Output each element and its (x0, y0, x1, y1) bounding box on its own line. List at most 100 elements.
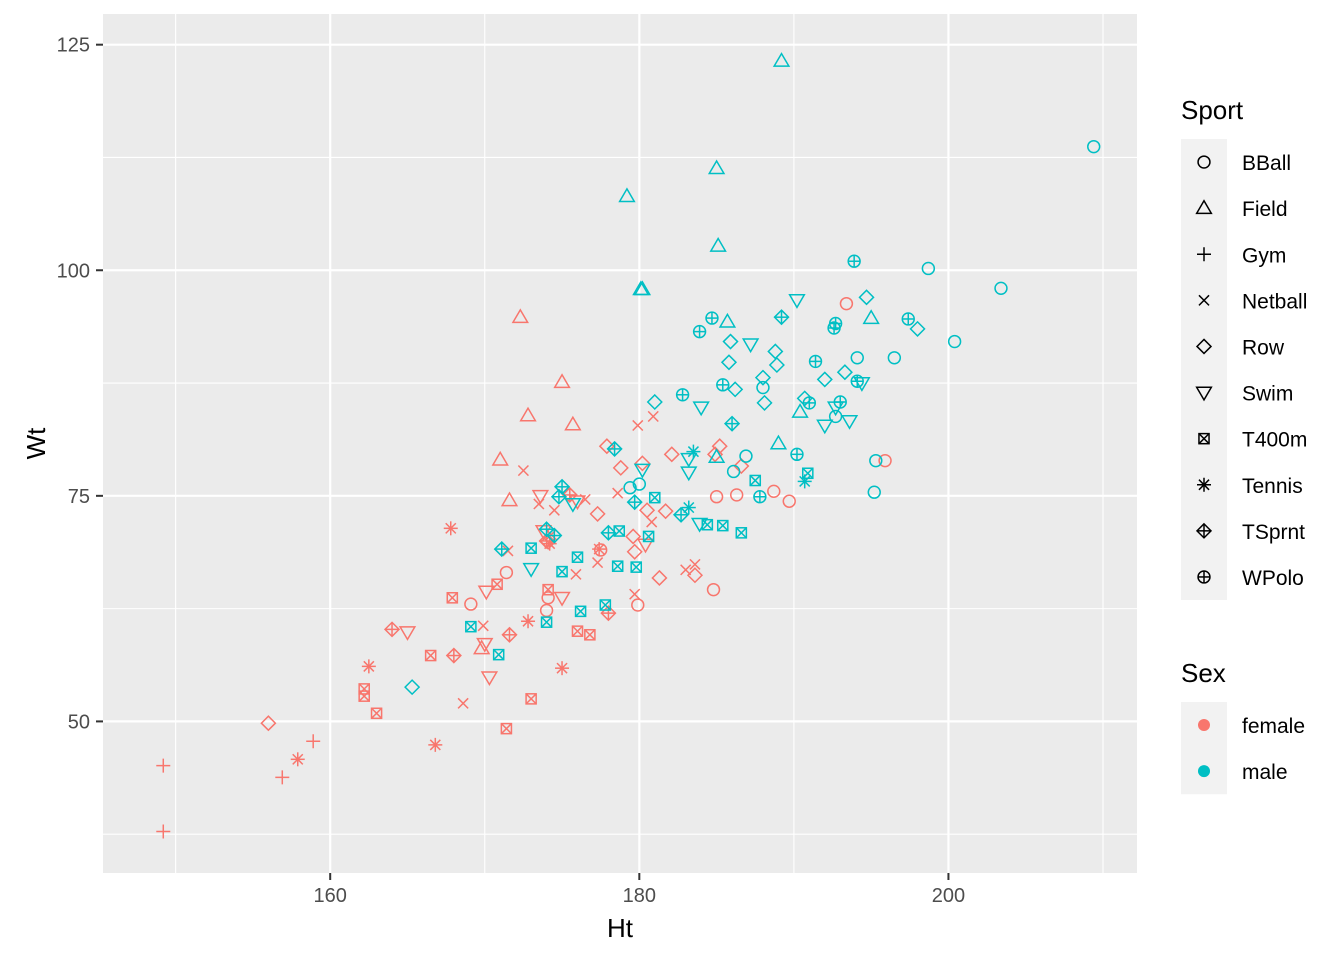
data-point-row-female (626, 543, 643, 560)
data-point-tennis-male (686, 444, 701, 459)
data-point-wpolo-male (753, 490, 767, 504)
data-point-t400m-male (599, 599, 612, 611)
data-point-bball-male (756, 380, 770, 395)
sport-legend-key-gym (1197, 247, 1211, 262)
data-point-field-female (473, 639, 491, 655)
data-point-swim-male (680, 452, 698, 468)
sport-legend-key-row (1195, 338, 1213, 355)
data-point-tennis-female (428, 737, 443, 752)
sport-legend-label: T400m (1242, 429, 1307, 452)
data-points (156, 52, 1101, 839)
data-point-tennis-female (290, 752, 305, 767)
y-tick-label: 50 (68, 711, 90, 733)
data-point-field-male (862, 309, 880, 325)
data-point-netball-female (548, 504, 560, 516)
data-point-t400m-male (556, 565, 568, 578)
data-point-tsprnt-female (445, 647, 462, 664)
data-point-tsprnt-male (723, 415, 741, 432)
data-point-row-male (756, 394, 773, 411)
data-point-t400m-female (525, 693, 537, 705)
data-point-netball-female (647, 410, 659, 423)
data-point-t400m-male (492, 648, 505, 661)
data-point-t400m-male (642, 530, 655, 543)
y-tick-label: 125 (57, 35, 90, 57)
minor-gridlines (103, 14, 1137, 873)
sport-legend-label: WPolo (1242, 567, 1304, 590)
data-point-netball-female (646, 516, 658, 528)
data-point-row-female (663, 446, 680, 463)
x-axis-title: Ht (607, 913, 634, 943)
data-point-bball-male (623, 481, 637, 495)
data-point-row-female (598, 438, 615, 455)
data-point-row-female (634, 455, 651, 472)
data-point-tennis-female (361, 659, 376, 674)
data-point-netball-female (517, 464, 529, 477)
data-point-t400m-male (574, 605, 587, 618)
data-point-t400m-male (716, 519, 729, 532)
data-point-netball-female (689, 558, 701, 570)
data-point-field-male (709, 237, 727, 252)
sport-legend-label: Netball (1242, 290, 1307, 313)
data-point-netball-female (592, 557, 604, 569)
data-point-row-female (540, 533, 557, 550)
data-point-swim-female (476, 637, 494, 653)
data-point-field-male (618, 187, 636, 203)
data-point-wpolo-male (716, 378, 730, 392)
sport-legend-label: BBall (1242, 152, 1291, 175)
x-tick-label: 200 (932, 885, 965, 907)
data-point-row-female (260, 715, 277, 732)
sex-legend: Sex female male (1181, 658, 1305, 795)
data-point-tennis-male (797, 474, 812, 489)
data-point-bball-male (869, 453, 883, 468)
data-point-tsprnt-male (626, 494, 643, 511)
data-point-swim-female (553, 591, 571, 607)
data-point-bball-female (767, 484, 781, 499)
sex-legend-key-male (1198, 765, 1210, 778)
data-point-bball-male (850, 351, 864, 365)
data-point-bball-female (464, 597, 478, 611)
data-point-t400m-female (584, 628, 596, 641)
plot-panel (103, 14, 1137, 873)
data-point-swim-male (522, 562, 540, 578)
data-point-field-female (519, 406, 537, 422)
data-point-bball-female (839, 296, 854, 311)
data-point-tsprnt-male (606, 440, 623, 457)
data-point-wpolo-male (850, 374, 864, 388)
data-point-row-female (589, 505, 606, 522)
data-point-tsprnt-male (600, 524, 617, 541)
data-point-t400m-male (701, 518, 714, 531)
data-point-swim-male (564, 497, 582, 513)
data-point-field-male (707, 159, 726, 175)
sport-legend-key-swim (1195, 386, 1213, 402)
data-point-tsprnt-male (493, 541, 510, 558)
data-point-bball-female (709, 490, 724, 504)
sex-legend-label: male (1242, 761, 1288, 784)
data-point-netball-female (612, 487, 624, 499)
data-point-t400m-female (358, 690, 370, 702)
data-point-t400m-female (424, 649, 437, 662)
x-tick-label: 180 (623, 885, 656, 907)
data-point-wpolo-male (802, 396, 817, 410)
data-point-swim-male (840, 414, 859, 430)
data-point-t400m-male (525, 542, 537, 554)
data-point-bball-female (782, 494, 796, 508)
sport-legend: Sport BBall Field Gym Netball Row Swim T400m Te… (1181, 95, 1307, 600)
sport-legend-key-netball (1198, 294, 1210, 306)
data-point-bball-male (739, 449, 753, 463)
data-point-t400m-female (370, 707, 383, 720)
data-point-bball-female (593, 543, 608, 557)
data-point-row-male (646, 393, 663, 411)
data-point-gym-female (275, 770, 290, 785)
data-point-bball-female (631, 598, 645, 612)
sex-legend-key-female (1198, 719, 1210, 732)
data-point-bball-male (828, 409, 843, 424)
data-point-tennis-male (681, 500, 696, 515)
data-point-row-female (686, 567, 704, 584)
data-point-row-male (722, 333, 739, 350)
data-point-swim-male (816, 419, 834, 435)
data-point-row-female (657, 503, 674, 520)
sport-legend-label: Gym (1242, 244, 1286, 267)
data-point-swim-female (531, 489, 550, 505)
data-point-bball-female (729, 488, 744, 502)
data-point-wpolo-male (833, 395, 847, 409)
